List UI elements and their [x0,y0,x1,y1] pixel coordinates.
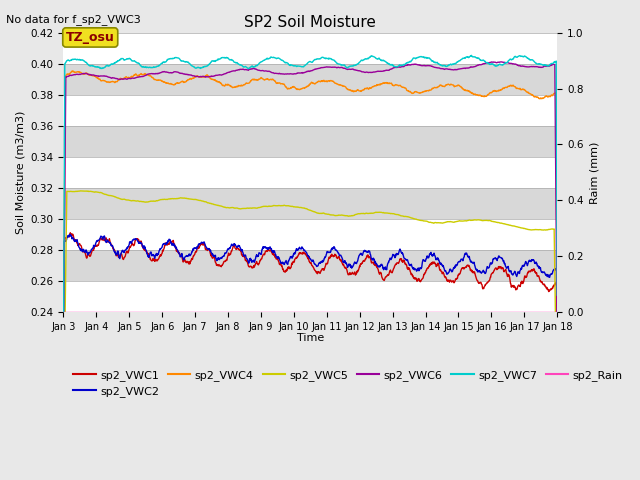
sp2_VWC4 [387,81,395,86]
sp2_VWC7 [495,62,503,68]
sp2_VWC2 [157,245,165,251]
Bar [63,126,557,157]
Bar [63,281,557,312]
sp2_VWC4 [225,82,233,88]
Text: TZ_osu: TZ_osu [66,31,115,44]
Line: sp2_VWC1: sp2_VWC1 [63,233,557,443]
Text: No data for f_sp2_VWC3: No data for f_sp2_VWC3 [6,14,141,25]
sp2_VWC6 [157,70,165,75]
sp2_VWC6 [225,70,232,75]
sp2_VWC4 [157,78,165,84]
sp2_VWC2 [451,264,459,270]
Line: sp2_VWC4: sp2_VWC4 [63,71,557,382]
Bar [63,188,557,219]
sp2_VWC1 [67,230,74,236]
sp2_Rain [387,310,394,315]
sp2_VWC4 [170,82,177,88]
Bar [63,33,557,64]
X-axis label: Time: Time [297,334,324,344]
sp2_VWC7 [468,52,476,58]
sp2_VWC5 [225,205,233,211]
sp2_VWC6 [497,59,505,65]
sp2_VWC5 [157,197,165,203]
Line: sp2_VWC5: sp2_VWC5 [63,191,557,438]
sp2_VWC2 [554,432,561,438]
sp2_VWC5 [76,188,84,194]
sp2_VWC6 [170,70,177,75]
sp2_Rain [451,310,459,315]
Bar [63,250,557,281]
sp2_Rain [60,310,67,315]
sp2_VWC1 [387,268,395,274]
sp2_VWC5 [170,196,177,202]
sp2_Rain [554,310,561,315]
sp2_VWC6 [495,60,502,65]
sp2_VWC6 [554,351,561,357]
sp2_VWC6 [451,67,459,72]
sp2_VWC7 [60,372,67,378]
sp2_VWC2 [495,253,503,259]
sp2_VWC5 [495,220,503,226]
sp2_VWC7 [451,60,459,66]
sp2_VWC2 [67,231,74,237]
Bar [63,157,557,188]
sp2_VWC5 [451,219,459,225]
sp2_VWC1 [451,277,459,283]
Line: sp2_VWC6: sp2_VWC6 [63,62,557,360]
sp2_VWC4 [451,84,459,89]
Y-axis label: Soil Moisture (m3/m3): Soil Moisture (m3/m3) [15,111,25,234]
sp2_VWC2 [170,242,177,248]
sp2_VWC1 [495,265,503,271]
sp2_VWC1 [170,240,177,245]
sp2_VWC6 [387,66,394,72]
sp2_VWC7 [387,62,394,68]
sp2_Rain [495,310,502,315]
sp2_VWC5 [554,432,561,437]
sp2_VWC4 [69,68,77,74]
Line: sp2_VWC7: sp2_VWC7 [63,55,557,375]
sp2_Rain [170,310,177,315]
sp2_VWC7 [554,292,561,298]
sp2_VWC2 [387,257,395,263]
sp2_Rain [225,310,232,315]
sp2_VWC5 [60,435,67,441]
sp2_VWC6 [60,358,67,363]
sp2_VWC2 [225,246,233,252]
sp2_VWC1 [157,251,165,257]
Bar [63,64,557,95]
sp2_VWC7 [170,56,177,61]
Bar [63,219,557,250]
sp2_VWC5 [387,211,395,216]
sp2_VWC2 [60,416,67,422]
sp2_VWC7 [225,56,232,61]
sp2_VWC4 [60,379,67,385]
sp2_VWC1 [60,418,67,423]
sp2_Rain [157,310,165,315]
Line: sp2_VWC2: sp2_VWC2 [63,234,557,435]
sp2_VWC1 [225,251,233,256]
Legend: sp2_VWC1, sp2_VWC2, sp2_VWC4, sp2_VWC5, sp2_VWC6, sp2_VWC7, sp2_Rain: sp2_VWC1, sp2_VWC2, sp2_VWC4, sp2_VWC5, … [69,365,627,402]
Title: SP2 Soil Moisture: SP2 Soil Moisture [244,15,376,30]
sp2_VWC7 [157,60,165,66]
sp2_VWC4 [495,88,503,94]
sp2_VWC4 [554,327,561,333]
sp2_VWC1 [554,440,561,446]
Y-axis label: Raim (mm): Raim (mm) [589,141,599,204]
Bar [63,95,557,126]
